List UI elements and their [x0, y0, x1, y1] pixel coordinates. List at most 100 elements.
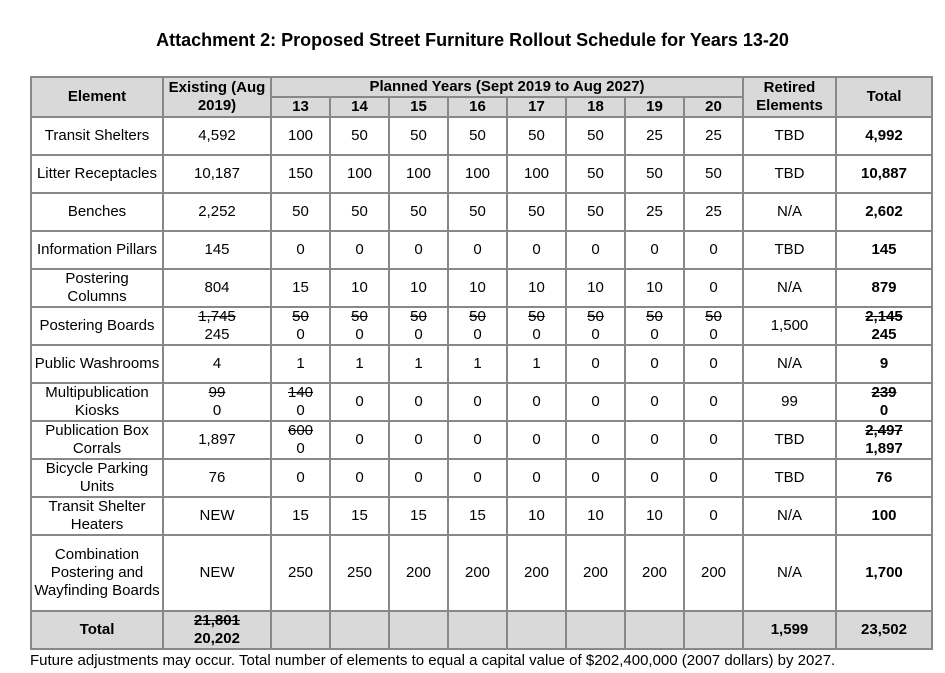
- year-cell: 200: [447, 534, 508, 612]
- year-cell: 0: [565, 382, 626, 422]
- table-row: Postering Columns 804 15 10 10 10 10 10 10 0 N/A 87…: [30, 268, 933, 308]
- element-cell: Benches: [30, 192, 164, 232]
- current-value: 0: [296, 326, 305, 343]
- header-year-14: 14: [329, 96, 390, 118]
- struck-value: 1,745: [198, 308, 236, 325]
- year-cell: 140 0: [270, 382, 331, 422]
- current-value: 1,897: [865, 440, 903, 457]
- header-element: Element: [30, 76, 164, 118]
- year-cell: 50: [506, 116, 567, 156]
- element-cell: Transit Shelter Heaters: [30, 496, 164, 536]
- total-cell: 239 0: [835, 382, 933, 422]
- table-row: Combination Postering and Wayfinding Boa…: [30, 534, 933, 612]
- total-existing: 21,801 20,202: [162, 610, 272, 650]
- empty-cell: [447, 610, 508, 650]
- empty-cell: [683, 610, 744, 650]
- struck-value: 2,145: [865, 308, 903, 325]
- table-row: Multipublication Kiosks 99 0 140 0 0 0 0 0 0 0 0 99 2…: [30, 382, 933, 422]
- element-cell: Bicycle Parking Units: [30, 458, 164, 498]
- total-cell: 1,700: [835, 534, 933, 612]
- table-container: Element Existing (Aug 2019) Planned Year…: [30, 76, 933, 670]
- year-cell: 50 0: [506, 306, 567, 346]
- header-year-13: 13: [270, 96, 331, 118]
- year-cell: 100: [329, 154, 390, 194]
- year-cell: 50: [624, 154, 685, 194]
- struck-value: 50: [587, 308, 604, 325]
- year-cell: 250: [270, 534, 331, 612]
- year-cell: 1: [388, 344, 449, 384]
- header-existing: Existing (Aug 2019): [162, 76, 272, 118]
- year-cell: 0: [565, 230, 626, 270]
- existing-cell: 4: [162, 344, 272, 384]
- year-cell: 25: [683, 192, 744, 232]
- year-cell: 50: [388, 116, 449, 156]
- total-row: Total 21,801 20,202 1,599 23,502: [30, 610, 933, 650]
- empty-cell: [329, 610, 390, 650]
- table-row: Benches 2,252 50 50 50 50 50 50 25 25 N/A 2,602: [30, 192, 933, 232]
- current-value: 20,202: [194, 630, 240, 647]
- year-cell: 50 0: [388, 306, 449, 346]
- element-cell: Public Washrooms: [30, 344, 164, 384]
- year-cell: 0: [624, 420, 685, 460]
- grand-total: 23,502: [835, 610, 933, 650]
- empty-cell: [506, 610, 567, 650]
- empty-cell: [388, 610, 449, 650]
- year-cell: 50: [565, 154, 626, 194]
- year-cell: 50 0: [683, 306, 744, 346]
- year-cell: 0: [388, 420, 449, 460]
- year-cell: 0: [329, 382, 390, 422]
- total-cell: 145: [835, 230, 933, 270]
- total-cell: 100: [835, 496, 933, 536]
- retired-cell: N/A: [742, 534, 837, 612]
- current-value: 0: [355, 326, 364, 343]
- year-cell: 10: [388, 268, 449, 308]
- total-cell: 4,992: [835, 116, 933, 156]
- year-cell: 200: [388, 534, 449, 612]
- current-value: 0: [414, 326, 423, 343]
- current-value: 0: [650, 326, 659, 343]
- retired-cell: N/A: [742, 344, 837, 384]
- year-cell: 0: [683, 496, 744, 536]
- year-cell: 0: [683, 268, 744, 308]
- retired-cell: TBD: [742, 116, 837, 156]
- struck-value: 50: [705, 308, 722, 325]
- year-cell: 0: [506, 420, 567, 460]
- year-cell: 50 0: [565, 306, 626, 346]
- current-value: 0: [212, 402, 222, 419]
- year-cell: 50 0: [270, 306, 331, 346]
- header-year-20: 20: [683, 96, 744, 118]
- struck-value: 600: [287, 422, 314, 439]
- year-cell: 0: [683, 344, 744, 384]
- header-year-17: 17: [506, 96, 567, 118]
- header-total: Total: [835, 76, 933, 118]
- struck-value: 50: [469, 308, 486, 325]
- year-cell: 0: [565, 458, 626, 498]
- year-cell: 10: [506, 268, 567, 308]
- element-cell: Litter Receptacles: [30, 154, 164, 194]
- total-cell: 879: [835, 268, 933, 308]
- total-cell: 2,602: [835, 192, 933, 232]
- element-cell: Publication Box Corrals: [30, 420, 164, 460]
- year-cell: 10: [506, 496, 567, 536]
- struck-value: 50: [528, 308, 545, 325]
- year-cell: 0: [624, 230, 685, 270]
- struck-value: 2,497: [865, 422, 903, 439]
- struck-value: 50: [410, 308, 427, 325]
- year-cell: 50 0: [447, 306, 508, 346]
- year-cell: 1: [447, 344, 508, 384]
- year-cell: 50 0: [329, 306, 390, 346]
- current-value: 0: [296, 440, 305, 457]
- table-row: Information Pillars 145 0 0 0 0 0 0 0 0 TBD 145: [30, 230, 933, 270]
- year-cell: 0: [447, 382, 508, 422]
- year-cell: 0: [506, 230, 567, 270]
- retired-cell: N/A: [742, 192, 837, 232]
- year-cell: 200: [624, 534, 685, 612]
- retired-cell: 99: [742, 382, 837, 422]
- element-cell: Postering Columns: [30, 268, 164, 308]
- year-cell: 600 0: [270, 420, 331, 460]
- current-value: 245: [871, 326, 897, 343]
- year-cell: 200: [506, 534, 567, 612]
- year-cell: 0: [506, 382, 567, 422]
- header-years-row: 13 14 15 16 17 18 19 20: [31, 96, 932, 118]
- year-cell: 15: [388, 496, 449, 536]
